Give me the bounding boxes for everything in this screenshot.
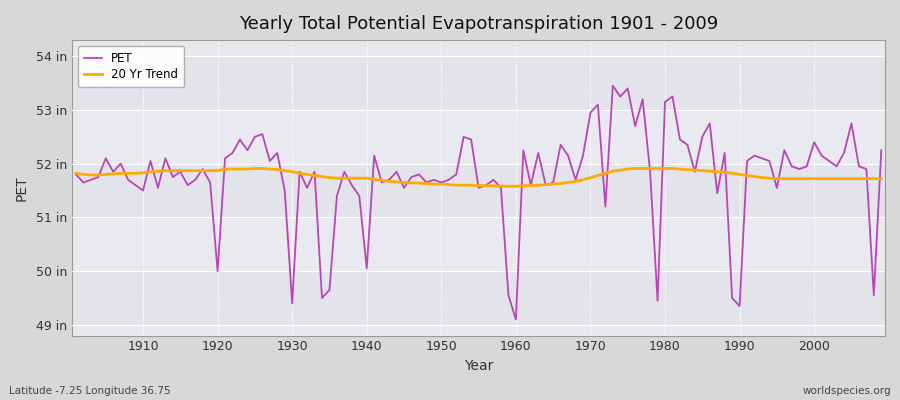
Title: Yearly Total Potential Evapotranspiration 1901 - 2009: Yearly Total Potential Evapotranspiratio… xyxy=(239,15,718,33)
Line: 20 Yr Trend: 20 Yr Trend xyxy=(76,168,881,186)
PET xyxy=(130,183,141,188)
Bar xyxy=(72,217,885,271)
20 Yr Trend xyxy=(249,166,260,171)
Y-axis label: PET: PET xyxy=(15,175,29,201)
Bar xyxy=(72,56,885,110)
20 Yr Trend xyxy=(130,171,141,176)
Bar xyxy=(72,164,885,217)
Text: Latitude -7.25 Longitude 36.75: Latitude -7.25 Longitude 36.75 xyxy=(9,386,171,396)
20 Yr Trend xyxy=(302,172,312,177)
PET xyxy=(876,148,886,153)
Bar xyxy=(72,271,885,325)
20 Yr Trend xyxy=(346,176,357,180)
Line: PET: PET xyxy=(76,86,881,320)
20 Yr Trend xyxy=(526,183,536,188)
PET xyxy=(518,148,528,153)
20 Yr Trend xyxy=(518,183,528,188)
PET xyxy=(294,169,305,174)
20 Yr Trend xyxy=(615,168,626,172)
PET xyxy=(608,83,618,88)
20 Yr Trend xyxy=(876,176,886,181)
PET xyxy=(70,172,81,177)
Bar xyxy=(72,110,885,164)
Text: worldspecies.org: worldspecies.org xyxy=(803,386,891,396)
Legend: PET, 20 Yr Trend: PET, 20 Yr Trend xyxy=(78,46,184,87)
PET xyxy=(339,169,350,174)
20 Yr Trend xyxy=(70,171,81,176)
X-axis label: Year: Year xyxy=(464,359,493,373)
20 Yr Trend xyxy=(496,184,507,189)
PET xyxy=(503,293,514,298)
PET xyxy=(615,94,626,99)
PET xyxy=(510,317,521,322)
